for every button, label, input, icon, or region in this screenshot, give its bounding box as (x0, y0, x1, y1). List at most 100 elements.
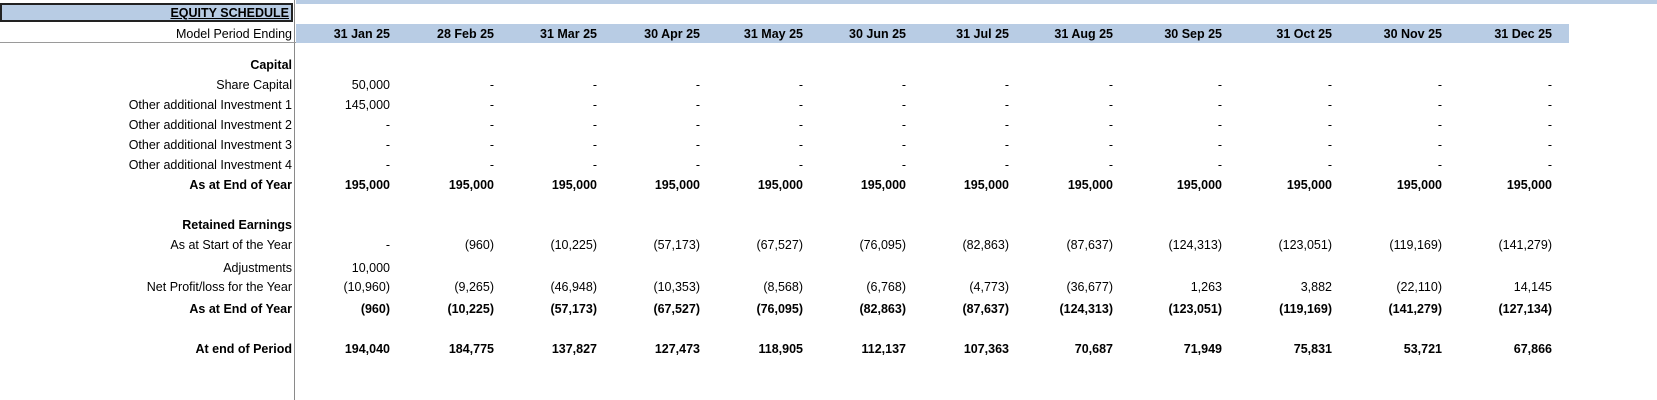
capital-row-cell[interactable]: - (1004, 118, 1009, 132)
retained-total-row-cell[interactable]: (119,169) (1279, 302, 1332, 316)
retained-row-cell[interactable]: 14,145 (1513, 280, 1552, 294)
header-row-cell[interactable]: 28 Feb 25 (437, 27, 494, 41)
capital-row-cell[interactable]: - (1108, 158, 1113, 172)
capital-row-cell[interactable]: - (1004, 78, 1009, 92)
capital-row-cell[interactable]: - (1437, 118, 1442, 132)
header-row-cell[interactable]: 31 Mar 25 (540, 27, 597, 41)
header-row-label[interactable]: Model Period Ending (175, 27, 292, 41)
capital-row-label[interactable]: Other additional Investment 2 (128, 118, 292, 132)
retained-row-label[interactable]: Net Profit/loss for the Year (146, 280, 292, 294)
retained-total-row-label[interactable]: As at End of Year (189, 302, 292, 316)
capital-row-cell[interactable]: - (489, 78, 494, 92)
capital-row-cell[interactable]: - (901, 78, 906, 92)
capital-row-cell[interactable]: - (1437, 158, 1442, 172)
capital-row-label[interactable]: Share Capital (216, 78, 292, 92)
capital-row-cell[interactable]: - (1327, 138, 1332, 152)
retained-row-cell[interactable]: (22,110) (1396, 280, 1442, 294)
period-total-row-cell[interactable]: 107,363 (963, 342, 1009, 356)
retained-row-cell[interactable]: (36,677) (1066, 280, 1113, 294)
capital-row-cell[interactable]: - (695, 118, 700, 132)
retained-total-row-cell[interactable]: (82,863) (859, 302, 906, 316)
capital-total-row-cell[interactable]: 195,000 (1396, 178, 1442, 192)
capital-row-cell[interactable]: - (1547, 118, 1552, 132)
header-row-cell[interactable]: 30 Jun 25 (849, 27, 906, 41)
capital-row-label[interactable]: Other additional Investment 3 (128, 138, 292, 152)
capital-total-row-label[interactable]: As at End of Year (189, 178, 292, 192)
retained-row-cell[interactable]: 10,000 (351, 261, 390, 275)
retained-row-cell[interactable]: (87,637) (1066, 238, 1113, 252)
capital-row-cell[interactable]: - (798, 118, 803, 132)
capital-row-cell[interactable]: - (592, 158, 597, 172)
retained-total-row-cell[interactable]: (76,095) (756, 302, 803, 316)
capital-row-cell[interactable]: - (901, 98, 906, 112)
capital-row-cell[interactable]: - (385, 138, 390, 152)
retained-row-cell[interactable]: 3,882 (1300, 280, 1332, 294)
capital-row-cell[interactable]: - (592, 138, 597, 152)
retained-row-cell[interactable] (1332, 258, 1442, 278)
capital-row-cell[interactable]: - (1004, 98, 1009, 112)
capital-row-cell[interactable]: - (592, 78, 597, 92)
retained-row-cell[interactable]: (6,768) (866, 280, 906, 294)
header-row-cell[interactable]: 30 Sep 25 (1164, 27, 1222, 41)
capital-row-cell[interactable]: - (592, 118, 597, 132)
capital-row-cell[interactable]: - (385, 158, 390, 172)
capital-row-cell[interactable]: - (489, 158, 494, 172)
capital-row-cell[interactable]: - (489, 98, 494, 112)
retained-total-row-cell[interactable]: (123,051) (1168, 302, 1222, 316)
capital-row-cell[interactable]: - (1217, 78, 1222, 92)
capital-row-cell[interactable]: - (695, 158, 700, 172)
header-row-cell[interactable]: 30 Nov 25 (1383, 27, 1442, 41)
capital-total-row-cell[interactable]: 195,000 (757, 178, 803, 192)
period-total-row-cell[interactable]: 137,827 (551, 342, 597, 356)
capital-row-cell[interactable]: - (798, 158, 803, 172)
retained-total-row-cell[interactable]: (127,134) (1498, 302, 1552, 316)
retained-row-cell[interactable] (494, 258, 597, 278)
retained-row-cell[interactable]: (4,773) (969, 280, 1009, 294)
period-total-row-cell[interactable]: 184,775 (448, 342, 494, 356)
capital-row-cell[interactable]: - (592, 98, 597, 112)
header-row-cell[interactable]: 31 Jul 25 (956, 27, 1009, 41)
capital-total-row-cell[interactable]: 195,000 (344, 178, 390, 192)
capital-heading-label[interactable]: Capital (250, 58, 292, 72)
capital-row-cell[interactable]: 50,000 (351, 78, 390, 92)
capital-row-label[interactable]: Other additional Investment 4 (128, 158, 292, 172)
capital-total-row-cell[interactable]: 195,000 (654, 178, 700, 192)
capital-row-cell[interactable]: - (489, 118, 494, 132)
capital-row-cell[interactable]: - (901, 118, 906, 132)
capital-row-cell[interactable]: - (1327, 78, 1332, 92)
retained-row-cell[interactable]: (9,265) (454, 280, 494, 294)
capital-row-cell[interactable]: - (798, 138, 803, 152)
retained-row-cell[interactable] (391, 258, 494, 278)
period-total-row-cell[interactable]: 71,949 (1183, 342, 1222, 356)
retained-row-cell[interactable]: (119,169) (1389, 238, 1442, 252)
capital-row-cell[interactable]: - (1327, 158, 1332, 172)
retained-total-row-cell[interactable]: (57,173) (550, 302, 597, 316)
header-row-cell[interactable]: 31 May 25 (743, 27, 803, 41)
retained-row-cell[interactable]: (123,051) (1278, 238, 1332, 252)
header-row-cell[interactable]: 31 Aug 25 (1054, 27, 1113, 41)
retained-row-cell[interactable] (1222, 258, 1332, 278)
retained-row-cell[interactable] (1009, 258, 1113, 278)
capital-row-cell[interactable]: - (1437, 138, 1442, 152)
period-total-row-cell[interactable]: 67,866 (1513, 342, 1552, 356)
capital-row-cell[interactable]: - (1004, 158, 1009, 172)
retained-row-cell[interactable]: (141,279) (1498, 238, 1552, 252)
retained-row-cell[interactable]: (76,095) (859, 238, 906, 252)
header-row-cell[interactable]: 30 Apr 25 (644, 27, 700, 41)
capital-row-cell[interactable]: - (489, 138, 494, 152)
capital-row-cell[interactable]: - (1437, 98, 1442, 112)
retained-total-row-cell[interactable]: (67,527) (653, 302, 700, 316)
period-total-row-cell[interactable]: 75,831 (1293, 342, 1332, 356)
period-total-row-cell[interactable]: 70,687 (1074, 342, 1113, 356)
retained-total-row-cell[interactable]: (10,225) (447, 302, 494, 316)
retained-total-row-cell[interactable]: (124,313) (1059, 302, 1113, 316)
header-row-cell[interactable]: 31 Dec 25 (1494, 27, 1552, 41)
selected-title-cell[interactable]: EQUITY SCHEDULE (0, 3, 293, 22)
retained-row-cell[interactable]: (10,225) (550, 238, 597, 252)
retained-row-cell[interactable] (700, 258, 803, 278)
capital-total-row-cell[interactable]: 195,000 (1067, 178, 1113, 192)
capital-row-cell[interactable]: - (695, 98, 700, 112)
retained-row-cell[interactable] (597, 258, 700, 278)
retained-row-cell[interactable] (1113, 258, 1222, 278)
capital-row-cell[interactable]: - (1547, 78, 1552, 92)
